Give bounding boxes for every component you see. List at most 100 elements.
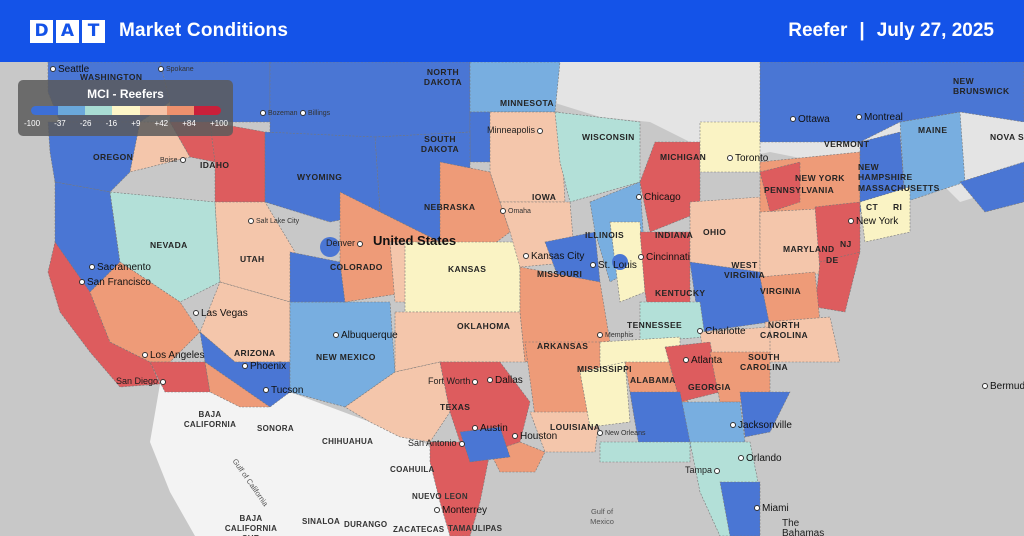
city-st-louis: St. Louis [590,261,637,271]
label-baja-california: BAJA CALIFORNIA [183,410,237,429]
label-de: DE [826,255,839,265]
city-houston: Houston [512,432,557,442]
label-sonora: SONORA [257,424,294,433]
label-tennessee: TENNESSEE [627,320,683,330]
label-nebraska: NEBRASKA [424,202,476,212]
label-arkansas: ARKANSAS [537,341,589,351]
city-charlotte: Charlotte [697,327,746,337]
city-ottawa: Ottawa [790,115,830,125]
label-alabama: ALABAMA [630,375,676,385]
map-legend: MCI - Reefers -100 -37 -26 -16 +9 +42 +8… [18,80,233,136]
legend-tick: +9 [131,119,141,128]
city-miami: Miami [754,504,789,514]
label-nuevo-leon: NUEVO LEON [412,492,468,501]
label-zacatecas: ZACATECAS [393,525,445,534]
label-michigan: MICHIGAN [660,152,707,162]
baja-peninsula [172,402,240,536]
city-minneapolis: Minneapolis [487,125,543,135]
label-new-york: NEW YORK [795,173,845,183]
city-cincinnati: Cincinnati [638,253,690,263]
label-indiana: INDIANA [655,230,694,240]
city-monterrey: Monterrey [434,506,487,516]
label-tamaulipas: TAMAULIPAS [448,524,503,533]
legend-title: MCI - Reefers [87,87,164,101]
city-san-francisco: San Francisco [79,278,151,288]
city-denver: Denver [326,238,363,248]
label-vermont: VERMONT [824,139,870,149]
legend-ticks: -100 -37 -26 -16 +9 +42 +84 +100 [24,119,228,128]
mexico-land [150,384,470,536]
map-canvas [0,62,1024,536]
report-date: July 27, 2025 [876,20,994,41]
legend-tick: +42 [154,119,169,128]
city-new-orleans: New Orleans [597,429,645,439]
label-bahamas: The Bahamas [782,518,825,536]
city-tucson: Tucson [263,386,303,396]
legend-swatch-2 [58,106,86,115]
legend-swatch-1 [31,106,59,115]
city-atlanta: Atlanta [683,356,722,366]
legend-swatch-7 [193,106,221,115]
label-new-mexico: NEW MEXICO [316,352,376,362]
city-fort-worth: Fort Worth [428,376,478,386]
city-salt-lake-city: Salt Lake City [248,217,299,227]
label-maine: MAINE [918,125,948,135]
legend-tick: -100 [24,119,41,128]
legend-tick: +84 [182,119,196,128]
city-seattle: Seattle [50,65,89,75]
legend-tick: -37 [54,119,66,128]
legend-tick: -26 [79,119,92,128]
label-virginia: VIRGINIA [760,286,801,296]
city-phoenix: Phoenix [242,362,286,372]
city-chicago: Chicago [636,193,681,203]
label-nj: NJ [840,239,852,249]
label-kansas: KANSAS [448,264,487,274]
label-south-carolina: SOUTH CAROLINA [739,352,789,372]
city-san-diego: San Diego [116,376,166,386]
city-memphis: Memphis [597,331,633,341]
label-ri: RI [893,202,903,212]
city-bozeman: Bozeman [260,109,298,119]
label-north-dakota: NORTH DAKOTA [423,67,463,87]
label-washington: WASHINGTON [80,72,143,82]
label-maryland: MARYLAND [783,244,835,254]
label-colorado: COLORADO [330,262,383,272]
city-orlando: Orlando [738,454,782,464]
legend-tick: +100 [209,119,228,128]
city-tampa: Tampa [685,465,720,475]
label-united-states: United States [373,233,457,248]
label-minnesota: MINNESOTA [500,98,554,108]
label-new-hampshire: NEW HAMPSHIRE [858,162,913,182]
label-illinois: ILLINOIS [585,230,625,240]
equipment-type: Reefer [788,20,848,41]
label-oklahoma: OKLAHOMA [457,321,511,331]
city-jacksonville: Jacksonville [730,421,792,431]
legend-swatch-6 [166,106,194,115]
header-separator: | [859,20,865,41]
label-wisconsin: WISCONSIN [582,132,635,142]
city-boise: Boise [160,156,186,166]
page-title: Market Conditions [119,20,289,41]
dat-logo: D A T [30,19,105,43]
label-durango: DURANGO [344,520,388,529]
label-texas: TEXAS [440,402,471,412]
legend-tick: -16 [105,119,118,128]
city-dallas: Dallas [487,376,523,386]
legend-color-scale [31,106,221,115]
market-conditions-map[interactable]: WASHINGTON NORTH DAKOTA MINNESOTA OREGON… [0,62,1024,536]
label-sinaloa: SINALOA [302,517,341,526]
city-toronto: Toronto [727,154,768,164]
label-nova-scotia: NOVA S [990,132,1024,142]
label-wyoming: WYOMING [297,172,343,182]
label-chihuahua: CHIHUAHUA [322,437,374,446]
city-spokane: Spokane [158,65,194,75]
label-pennsylvania: PENNSYLVANIA [764,185,835,195]
label-baja-california-sur: BAJA CALIFORNIA SUR [224,514,278,536]
label-gulf-of-mexico: Gulf of Mexico [590,507,614,526]
label-massachusetts: MASSACHUSETTS [858,183,940,193]
city-albuquerque: Albuquerque [333,331,398,341]
legend-swatch-5 [139,106,167,115]
city-billings: Billings [300,109,330,119]
logo-letter-d: D [30,19,53,43]
label-louisiana: LOUISIANA [550,422,601,432]
